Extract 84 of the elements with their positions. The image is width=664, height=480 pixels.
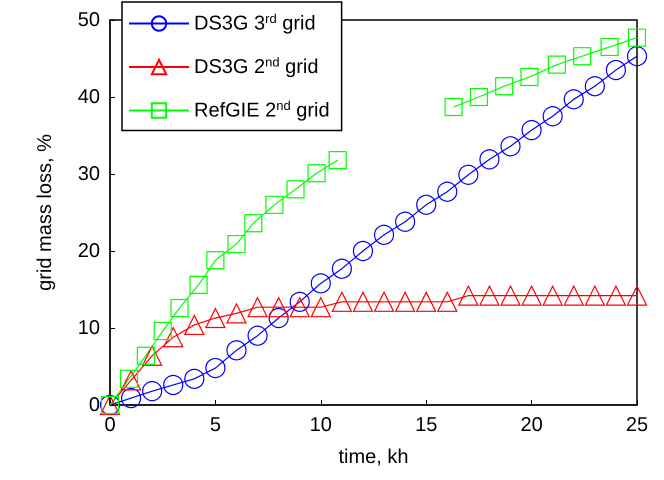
point — [626, 286, 648, 306]
point — [184, 314, 204, 336]
point — [290, 297, 310, 318]
point — [170, 298, 189, 318]
point — [374, 292, 394, 312]
point — [479, 149, 500, 170]
point — [163, 374, 184, 396]
point — [522, 120, 542, 140]
point — [416, 292, 436, 312]
point — [458, 286, 478, 306]
point — [628, 28, 646, 47]
point — [268, 297, 289, 318]
point — [227, 234, 246, 254]
point — [286, 180, 305, 198]
point — [606, 60, 626, 80]
point — [584, 76, 605, 96]
point — [395, 292, 416, 312]
point — [395, 212, 416, 232]
point — [120, 370, 142, 390]
point — [328, 151, 347, 170]
point — [437, 292, 458, 312]
point — [247, 326, 268, 346]
y-tick-label: 40 — [78, 86, 100, 108]
point — [352, 292, 374, 312]
point — [290, 292, 310, 312]
point — [310, 273, 331, 294]
point — [268, 308, 289, 328]
point — [226, 340, 247, 360]
y-tick-label: 30 — [78, 163, 100, 185]
point — [265, 196, 284, 214]
y-axis-title: grid mass loss, % — [34, 134, 56, 291]
point — [121, 388, 142, 408]
y-tick-label: 10 — [78, 317, 100, 339]
point — [520, 68, 539, 86]
point — [626, 46, 648, 66]
point — [548, 56, 566, 74]
point — [542, 286, 563, 306]
point — [564, 286, 584, 306]
point — [247, 297, 268, 318]
x-tick-label: 0 — [104, 414, 116, 436]
point — [600, 38, 619, 56]
point — [136, 346, 155, 365]
point — [206, 251, 224, 270]
point — [310, 297, 331, 318]
point — [374, 224, 394, 245]
point — [444, 98, 463, 116]
point — [437, 182, 458, 202]
point — [332, 292, 352, 312]
point — [244, 214, 262, 232]
point — [120, 370, 138, 388]
point — [163, 327, 184, 348]
point — [142, 346, 162, 366]
point — [352, 240, 374, 262]
point — [564, 89, 584, 110]
point — [205, 308, 226, 328]
point — [189, 276, 208, 294]
point — [495, 77, 514, 96]
x-tick-label: 15 — [415, 414, 438, 436]
point — [226, 303, 247, 324]
x-tick-label: 10 — [310, 414, 332, 436]
x-tick-label: 20 — [520, 414, 543, 436]
point — [542, 106, 563, 126]
point — [584, 286, 605, 306]
point — [479, 286, 500, 306]
point — [332, 258, 352, 279]
x-axis-title: time, kh — [338, 446, 409, 468]
x-tick-label: 25 — [626, 414, 648, 436]
y-tick-label: 20 — [78, 240, 100, 262]
point — [470, 88, 488, 106]
point — [154, 322, 172, 340]
point — [606, 286, 626, 306]
point — [500, 286, 521, 306]
x-tick-label: 5 — [210, 414, 221, 436]
point — [142, 381, 162, 402]
point — [307, 164, 326, 182]
point — [205, 358, 226, 378]
point — [184, 368, 204, 389]
y-tick-label: 0 — [88, 394, 100, 416]
point — [458, 164, 478, 185]
point — [500, 136, 521, 156]
point — [522, 286, 542, 306]
point — [573, 47, 592, 66]
y-tick-label: 50 — [78, 9, 100, 31]
point — [416, 194, 436, 215]
